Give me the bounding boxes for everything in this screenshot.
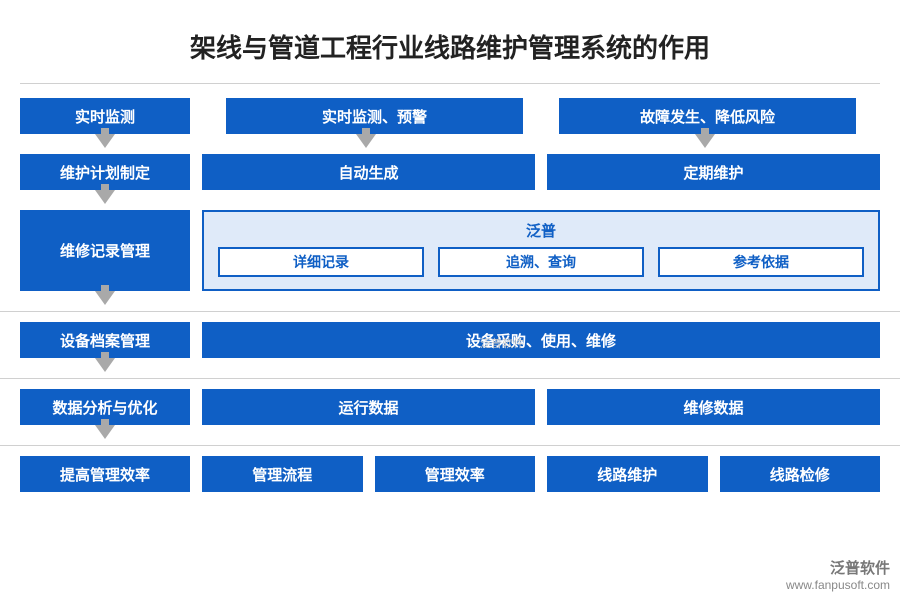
arrow-down-icon [356, 134, 376, 148]
arrow-down-icon [95, 358, 115, 372]
arrow-down-icon [95, 190, 115, 204]
row-3: 维修记录管理 泛普 详细记录 追溯、查询 参考依据 [20, 210, 880, 291]
right-box-6-4: 线路检修 [720, 456, 881, 492]
left-box-3: 维修记录管理 [20, 210, 190, 291]
page-title: 架线与管道工程行业线路维护管理系统的作用 [0, 0, 900, 83]
row-5: 数据分析与优化 运行数据 维修数据 [20, 389, 880, 425]
panel-item-1: 详细记录 [218, 247, 424, 277]
right-box-1-1: 实时监测、预警 [226, 98, 523, 134]
row-2: 维护计划制定 自动生成 定期维护 [20, 154, 880, 190]
right-box-6-1: 管理流程 [202, 456, 363, 492]
right-box-2-1: 自动生成 [202, 154, 535, 190]
arrow-row-1 [20, 134, 880, 154]
arrow-row-4 [20, 358, 880, 378]
left-box-6: 提高管理效率 [20, 456, 190, 492]
arrow-row-2 [20, 190, 880, 210]
arrow-down-icon [95, 134, 115, 148]
panel-fanpu: 泛普 详细记录 追溯、查询 参考依据 [202, 210, 880, 291]
right-box-2-2: 定期维护 [547, 154, 880, 190]
center-watermark: 泛普软件 [480, 335, 524, 351]
arrow-down-icon [695, 134, 715, 148]
row-1: 实时监测 实时监测、预警 故障发生、降低风险 [20, 98, 880, 134]
right-box-6-3: 线路维护 [547, 456, 708, 492]
arrow-row-3 [20, 291, 880, 311]
diagram-content: 实时监测 实时监测、预警 故障发生、降低风险 维护计划制定 自动生成 定期维护 [0, 98, 900, 492]
watermark-url: www.fanpusoft.com [786, 578, 890, 594]
watermark: 泛普软件 www.fanpusoft.com [786, 559, 890, 594]
arrow-down-icon [95, 291, 115, 305]
panel-title: 泛普 [218, 220, 864, 241]
panel-item-3: 参考依据 [658, 247, 864, 277]
row-4: 设备档案管理 设备采购、使用、维修 [20, 322, 880, 358]
watermark-brand: 泛普软件 [786, 559, 890, 579]
title-divider [20, 83, 880, 84]
right-box-5-2: 维修数据 [547, 389, 880, 425]
row-6: 提高管理效率 管理流程 管理效率 线路维护 线路检修 [20, 456, 880, 492]
right-box-6-2: 管理效率 [375, 456, 536, 492]
right-box-4-1: 设备采购、使用、维修 [202, 322, 880, 358]
panel-item-2: 追溯、查询 [438, 247, 644, 277]
arrow-row-5 [20, 425, 880, 445]
arrow-down-icon [95, 425, 115, 439]
right-box-5-1: 运行数据 [202, 389, 535, 425]
